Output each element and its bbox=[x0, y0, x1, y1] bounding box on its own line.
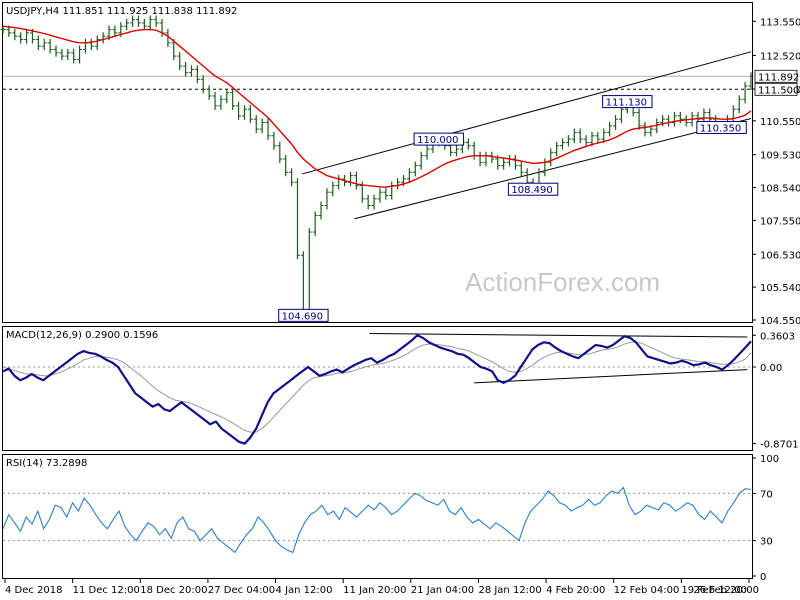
time-tick-label: 4 Jan 12:00 bbox=[276, 585, 333, 596]
price-tick-label: 105.540 bbox=[760, 283, 800, 294]
annotation-box bbox=[413, 132, 465, 146]
moving-average-line bbox=[2, 25, 752, 188]
annotation-label: 110.350 bbox=[700, 123, 741, 134]
time-tick-label: 11 Jan 20:00 bbox=[343, 585, 406, 596]
price-layer: 110.000 111.130 108.490 110.350 104.690 bbox=[0, 15, 754, 322]
price-panel-frame bbox=[2, 2, 753, 323]
time-tick-label: 4 Feb 20:00 bbox=[546, 585, 605, 596]
annotation-108.490: 108.490 bbox=[507, 182, 559, 196]
price-badge-label: 111.500 bbox=[758, 85, 799, 96]
time-tick-label: 19 Feb 12:00 bbox=[681, 585, 747, 596]
time-tick-label: 21 Jan 04:00 bbox=[411, 585, 474, 596]
annotation-box bbox=[602, 95, 653, 109]
annotation-110.350: 110.350 bbox=[696, 120, 747, 134]
macd-layer bbox=[2, 333, 752, 445]
annotation-110.000: 110.000 bbox=[413, 132, 465, 146]
annotation-box bbox=[507, 182, 559, 196]
annotation-label: 110.000 bbox=[417, 135, 458, 146]
axis-layer: 113.550112.520111.510110.550109.530108.5… bbox=[4, 17, 800, 596]
macd-title: MACD(12,26,9) 0.2900 0.1596 bbox=[6, 330, 158, 341]
macd-line bbox=[2, 333, 752, 445]
watermark: ActionForex.com bbox=[465, 267, 660, 297]
macd-lower-trendline bbox=[474, 369, 748, 384]
price-tick-label: 104.550 bbox=[760, 316, 800, 327]
price-badge-box bbox=[754, 69, 798, 83]
rsi-tick-label: 70 bbox=[760, 489, 773, 500]
price-tick-label: 106.530 bbox=[760, 250, 800, 261]
time-tick-label: 26 Feb 20:00 bbox=[693, 585, 759, 596]
price-tick-label: 109.530 bbox=[760, 151, 800, 162]
time-tick-label: 12 Feb 04:00 bbox=[614, 585, 680, 596]
rsi-tick-label: 100 bbox=[760, 454, 779, 465]
macd-tick-label: 0.00 bbox=[760, 363, 782, 374]
rsi-layer bbox=[2, 486, 752, 554]
current-price-badge: 111.892 bbox=[754, 69, 799, 83]
annotation-label: 111.130 bbox=[606, 98, 647, 109]
time-tick-label: 11 Dec 12:00 bbox=[73, 585, 140, 596]
time-tick-label: 4 Dec 2018 bbox=[5, 585, 63, 596]
price-badge-label: 111.892 bbox=[758, 72, 799, 83]
annotation-box bbox=[696, 120, 747, 134]
price-tick-label: 107.550 bbox=[760, 216, 800, 227]
annotation-111.130: 111.130 bbox=[602, 95, 653, 109]
annotation-label: 108.490 bbox=[511, 185, 552, 196]
price-tick-label: 112.520 bbox=[760, 51, 800, 62]
rsi-line bbox=[2, 486, 752, 554]
time-tick-label: 18 Dec 20:00 bbox=[140, 585, 207, 596]
macd-signal-line bbox=[2, 341, 752, 433]
rsi-tick-label: 30 bbox=[760, 537, 773, 548]
channel-upper-line bbox=[302, 51, 752, 175]
annotation-label: 104.690 bbox=[282, 311, 323, 322]
macd-upper-trendline bbox=[369, 333, 748, 338]
level-price-badge: 111.500 bbox=[754, 82, 799, 96]
rsi-panel-frame bbox=[2, 454, 753, 579]
macd-tick-label: 0.3603 bbox=[760, 331, 795, 342]
time-tick-label: 28 Jan 12:00 bbox=[478, 585, 541, 596]
channel-lower-line bbox=[354, 118, 752, 220]
chart-title: USDJPY,H4 111.851 111.925 111.838 111.89… bbox=[6, 6, 237, 17]
annotation-box bbox=[278, 308, 329, 322]
macd-panel-frame bbox=[2, 326, 753, 451]
price-tick-label: 108.540 bbox=[760, 184, 800, 195]
macd-tick-label: -0.8701 bbox=[760, 440, 799, 451]
price-badge-box bbox=[754, 82, 798, 96]
annotation-104.690: 104.690 bbox=[278, 308, 329, 322]
price-tick-label: 113.550 bbox=[760, 17, 800, 28]
rsi-tick-label: 0 bbox=[760, 572, 766, 583]
price-tick-label: 110.550 bbox=[760, 117, 800, 128]
time-tick-label: 27 Dec 04:00 bbox=[208, 585, 275, 596]
rsi-title: RSI(14) 73.2898 bbox=[6, 458, 87, 469]
